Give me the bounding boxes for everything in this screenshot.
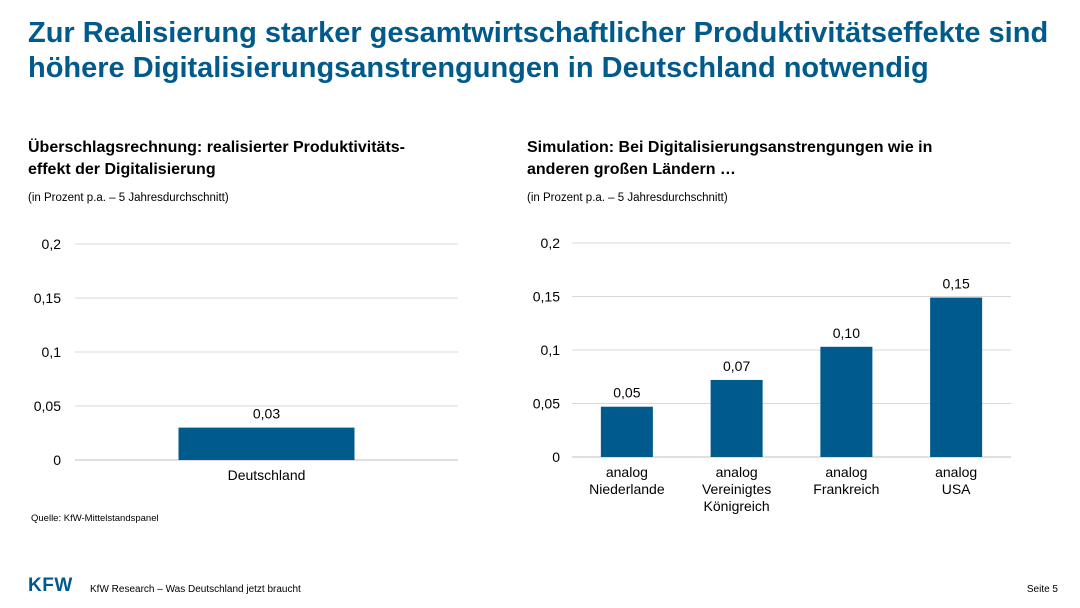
right-chart-heading-line1: Simulation: Bei Digitalisierungsanstreng…: [527, 139, 933, 156]
y-tick-label: 0,2: [541, 235, 561, 251]
y-tick-label: 0,05: [533, 396, 560, 412]
x-tick-label: analog: [935, 464, 977, 480]
left-chart-heading-line2: effekt der Digitalisierung: [28, 161, 216, 178]
footer-text: KfW Research – Was Deutschland jetzt bra…: [90, 584, 301, 595]
page-number: Seite 5: [1026, 584, 1058, 595]
y-tick-label: 0: [552, 449, 560, 465]
bar: [710, 379, 763, 457]
y-tick-label: 0,1: [541, 342, 561, 358]
kfw-logo: KFW: [28, 575, 73, 596]
left-chart-heading: Überschlagsrechnung: realisierter Produk…: [28, 137, 405, 181]
right-chart-note: (in Prozent p.a. – 5 Jahresdurchschnitt): [527, 192, 728, 204]
bar: [178, 427, 355, 460]
y-tick-label: 0,2: [42, 236, 62, 252]
y-tick-label: 0,05: [34, 398, 61, 414]
x-tick-label: USA: [942, 481, 971, 497]
x-tick-label: Niederlande: [589, 481, 665, 497]
page-title: Zur Realisierung starker gesamtwirtschaf…: [28, 17, 1049, 84]
data-label: 0,07: [723, 358, 750, 374]
x-tick-label: Deutschland: [228, 467, 306, 483]
data-label: 0,05: [613, 385, 640, 401]
x-tick-label: analog: [606, 464, 648, 480]
right-chart-heading-line2: anderen großen Ländern …: [527, 161, 736, 178]
bar: [820, 346, 873, 457]
source-note: Quelle: KfW-Mittelstandspanel: [31, 513, 159, 524]
y-tick-label: 0,15: [533, 289, 560, 305]
data-label: 0,03: [253, 406, 280, 422]
right-chart-heading: Simulation: Bei Digitalisierungsanstreng…: [527, 137, 932, 181]
y-tick-label: 0,15: [34, 290, 61, 306]
data-label: 0,15: [943, 276, 970, 292]
data-label: 0,10: [833, 325, 860, 341]
bar: [930, 297, 983, 457]
x-tick-label: analog: [825, 464, 867, 480]
left-chart-note: (in Prozent p.a. – 5 Jahresdurchschnitt): [28, 192, 229, 204]
x-tick-label: Königreich: [704, 498, 770, 514]
y-tick-label: 0: [53, 452, 61, 468]
x-tick-label: Frankreich: [813, 481, 879, 497]
x-tick-label: analog: [716, 464, 758, 480]
left-chart-heading-line1: Überschlagsrechnung: realisierter Produk…: [28, 139, 405, 156]
y-tick-label: 0,1: [42, 344, 62, 360]
x-tick-label: Vereinigtes: [702, 481, 771, 497]
bar: [600, 406, 653, 457]
